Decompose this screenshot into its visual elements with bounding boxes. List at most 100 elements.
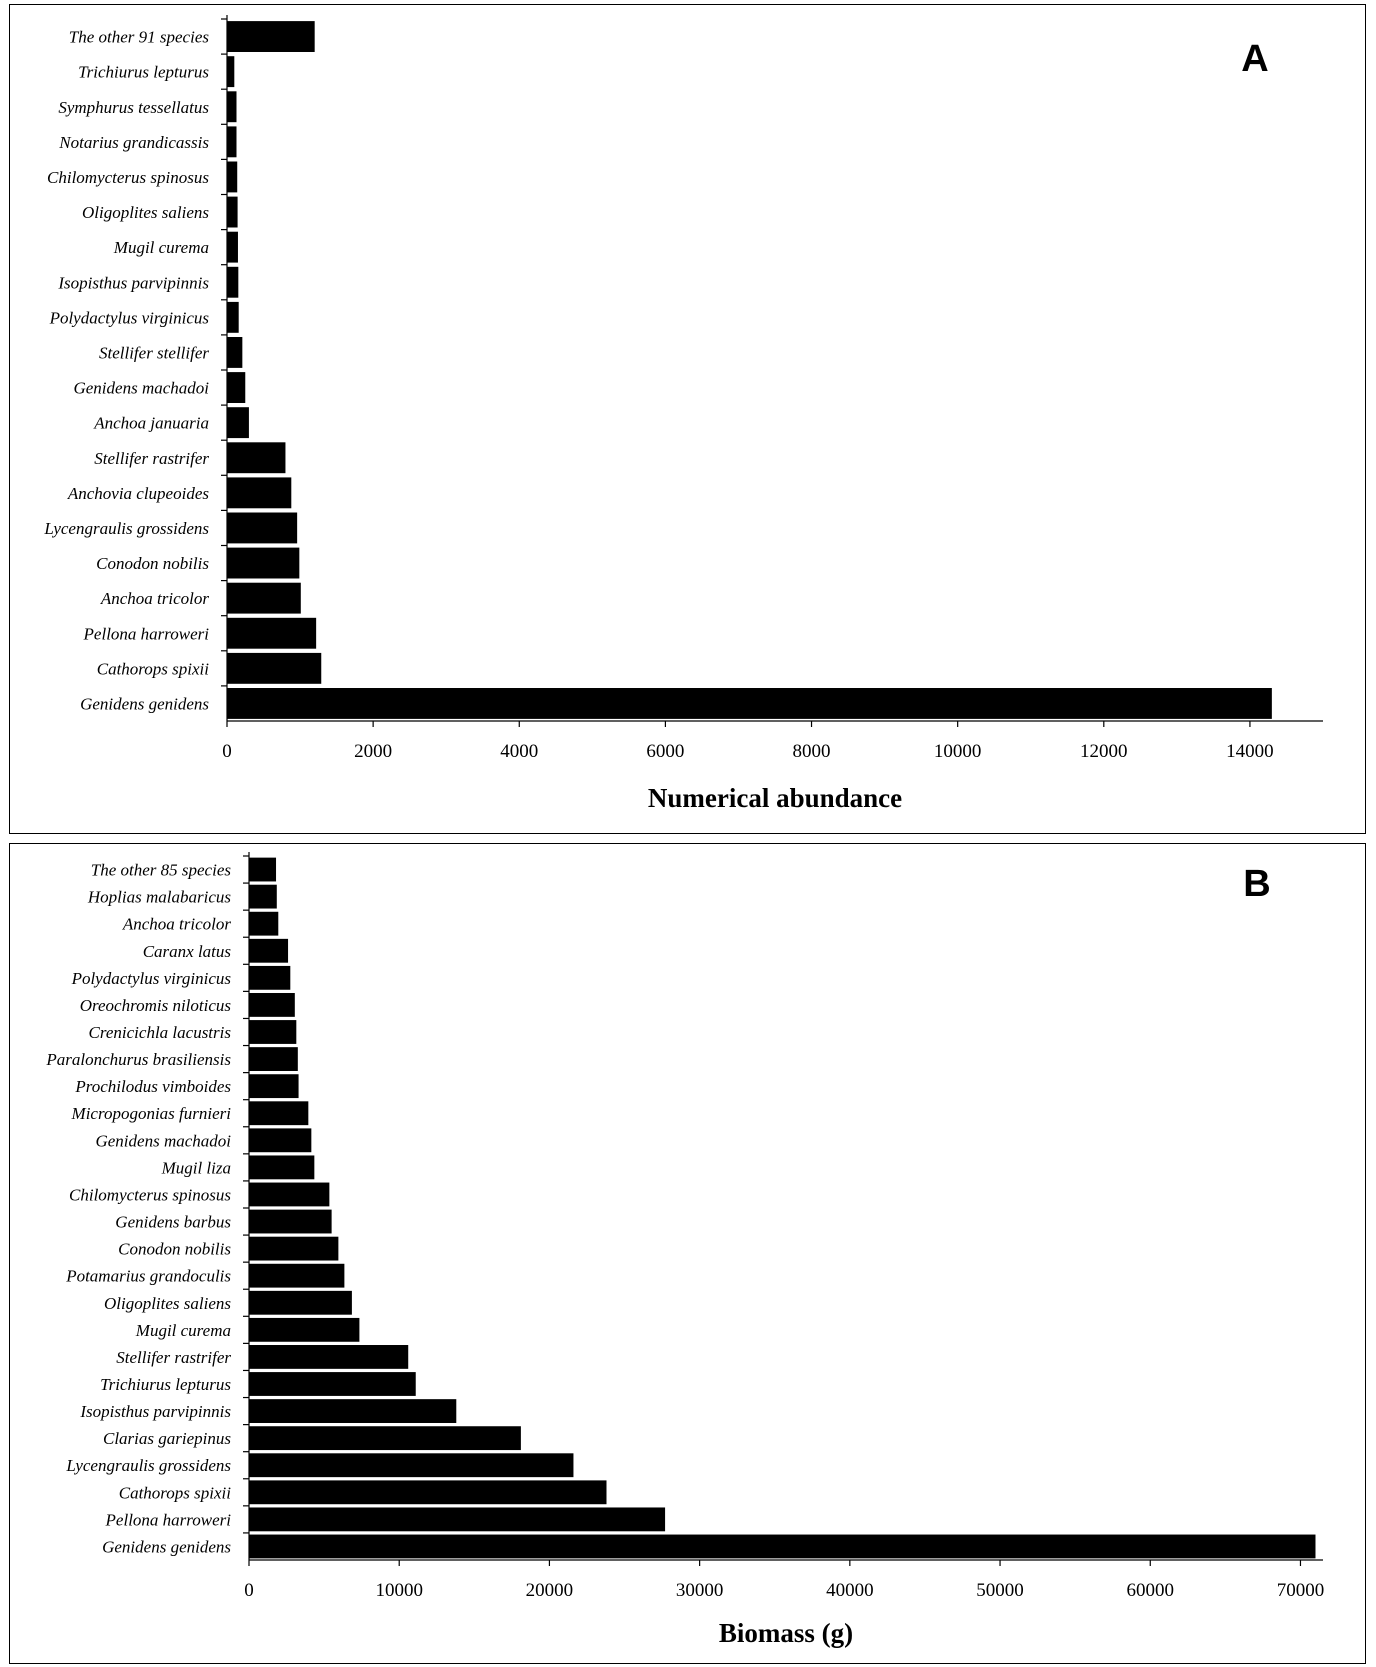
category-label: Chilomycterus spinosus: [47, 168, 209, 187]
category-label: Genidens machadoi: [95, 1131, 231, 1150]
abundance-chart: The other 91 species Trichiurus lepturus S…: [43, 15, 1323, 813]
x-tick-label: 0: [222, 741, 232, 762]
category-label: Caranx latus: [143, 942, 232, 961]
category-label: Anchovia clupeoides: [67, 484, 210, 503]
x-tick-label: 8000: [793, 741, 831, 762]
category-label: Isopisthus parvipinnis: [79, 1402, 231, 1421]
panel-letter: A: [1241, 38, 1268, 80]
bar-lycengraulis-grossidens: [249, 1453, 574, 1478]
category-label: Cathorops spixii: [119, 1483, 232, 1502]
x-axis-title: Numerical abundance: [648, 783, 902, 813]
category-label: The other 91 species: [69, 28, 210, 47]
category-label: Mugil curema: [113, 238, 209, 257]
x-tick-label: 30000: [676, 1580, 724, 1601]
x-tick-label: 20000: [526, 1580, 574, 1601]
bar-isopisthus-parvipinnis: [249, 1399, 457, 1423]
bar-clarias-gariepinus: [249, 1426, 521, 1451]
category-label: Conodon nobilis: [118, 1240, 231, 1259]
category-label: Oreochromis niloticus: [80, 996, 232, 1015]
panel-letter: B: [1243, 863, 1270, 905]
bar-cathorops-spixii: [249, 1480, 607, 1505]
x-axis-title: Biomass (g): [719, 1618, 853, 1648]
bar-conodon-nobilis: [227, 547, 300, 579]
category-label: Mugil liza: [161, 1158, 231, 1177]
bar-notarius-grandicassis: [227, 126, 237, 158]
category-label: Trichiurus lepturus: [100, 1375, 231, 1394]
category-label: Prochilodus vimboides: [74, 1077, 231, 1096]
bar-trichiurus-lepturus: [249, 1372, 416, 1396]
bar-pellona-harroweri: [227, 617, 317, 649]
bar-symphurus-tessellatus: [227, 91, 237, 123]
category-label: Crenicichla lacustris: [89, 1023, 232, 1042]
category-label: Polydactylus virginicus: [49, 308, 210, 327]
bar-genidens-barbus: [249, 1209, 332, 1234]
category-label: Pellona harroweri: [83, 624, 210, 643]
category-label: Chilomycterus spinosus: [69, 1185, 231, 1204]
category-label: Oligoplites saliens: [82, 203, 209, 222]
bar-potamarius-grandoculis: [249, 1263, 345, 1288]
bar-trichiurus-lepturus: [227, 56, 235, 88]
bar-crenicichla-lacustris: [249, 1020, 297, 1044]
bar-anchoa-januaria: [227, 407, 249, 439]
bar-mugil-curema: [227, 231, 238, 263]
bar-genidens-genidens: [227, 688, 1272, 719]
x-tick-label: 10000: [934, 741, 982, 762]
category-label: Conodon nobilis: [96, 554, 209, 573]
category-label: Micropogonias furnieri: [71, 1104, 232, 1123]
x-tick-label: 10000: [375, 1580, 423, 1601]
bar-micropogonias-furnieri: [249, 1101, 309, 1126]
x-tick-label: 70000: [1277, 1580, 1325, 1601]
category-label: Paralonchurus brasiliensis: [45, 1050, 231, 1069]
bar-anchoa-tricolor: [249, 911, 279, 936]
category-label: Lycengraulis grossidens: [65, 1456, 231, 1475]
category-label: Mugil curema: [135, 1321, 231, 1340]
category-label: Genidens genidens: [80, 694, 209, 713]
category-label: Potamarius grandoculis: [65, 1267, 231, 1286]
bar-stellifer-rastrifer: [227, 442, 286, 474]
bar-polydactylus-virginicus: [227, 301, 239, 333]
bar-lycengraulis-grossidens: [227, 512, 298, 544]
x-tick-label: 12000: [1080, 741, 1128, 762]
category-label: Notarius grandicassis: [58, 133, 209, 152]
category-label: Genidens genidens: [102, 1537, 231, 1556]
bar-polydactylus-virginicus: [249, 965, 291, 990]
category-label: Lycengraulis grossidens: [43, 519, 209, 538]
x-tick-label: 60000: [1127, 1580, 1175, 1601]
category-label: Trichiurus lepturus: [78, 63, 209, 82]
category-label: Stellifer stellifer: [99, 343, 209, 362]
bar-prochilodus-vimboides: [249, 1074, 299, 1099]
bar-hoplias-malabaricus: [249, 884, 277, 909]
x-tick-label: 6000: [646, 741, 684, 762]
category-label: Clarias gariepinus: [103, 1429, 231, 1448]
category-label: The other 85 species: [91, 861, 232, 880]
bar-the-other-91-species: [227, 21, 315, 52]
panel-a-abundance: The other 91 species Trichiurus lepturus S…: [9, 4, 1366, 834]
category-label: Cathorops spixii: [97, 659, 210, 678]
x-tick-label: 14000: [1226, 741, 1274, 762]
bar-genidens-genidens: [249, 1534, 1316, 1559]
bar-caranx-latus: [249, 938, 289, 963]
bar-stellifer-rastrifer: [249, 1345, 409, 1369]
category-label: Isopisthus parvipinnis: [57, 273, 209, 292]
x-tick-label: 40000: [826, 1580, 874, 1601]
bar-anchoa-tricolor: [227, 582, 301, 614]
category-label: Oligoplites saliens: [104, 1294, 231, 1313]
x-tick-label: 2000: [354, 741, 392, 762]
bar-stellifer-stellifer: [227, 337, 243, 368]
bar-mugil-liza: [249, 1155, 315, 1180]
category-label: Pellona harroweri: [105, 1510, 232, 1529]
bar-conodon-nobilis: [249, 1236, 339, 1261]
x-tick-label: 0: [244, 1580, 254, 1601]
bar-oligoplites-saliens: [249, 1290, 352, 1315]
category-label: Anchoa januaria: [93, 414, 209, 433]
biomass-chart: The other 85 species Hoplias malabaricus A…: [45, 852, 1325, 1648]
bar-isopisthus-parvipinnis: [227, 266, 239, 298]
bar-chilomycterus-spinosus: [227, 161, 238, 193]
category-label: Genidens machadoi: [73, 379, 209, 398]
bar-the-other-85-species: [249, 857, 277, 882]
bar-paralonchurus-brasiliensis: [249, 1047, 298, 1071]
category-label: Stellifer rastrifer: [116, 1348, 231, 1367]
bar-genidens-machadoi: [227, 372, 246, 403]
x-tick-label: 50000: [976, 1580, 1024, 1601]
bar-oligoplites-saliens: [227, 196, 238, 228]
